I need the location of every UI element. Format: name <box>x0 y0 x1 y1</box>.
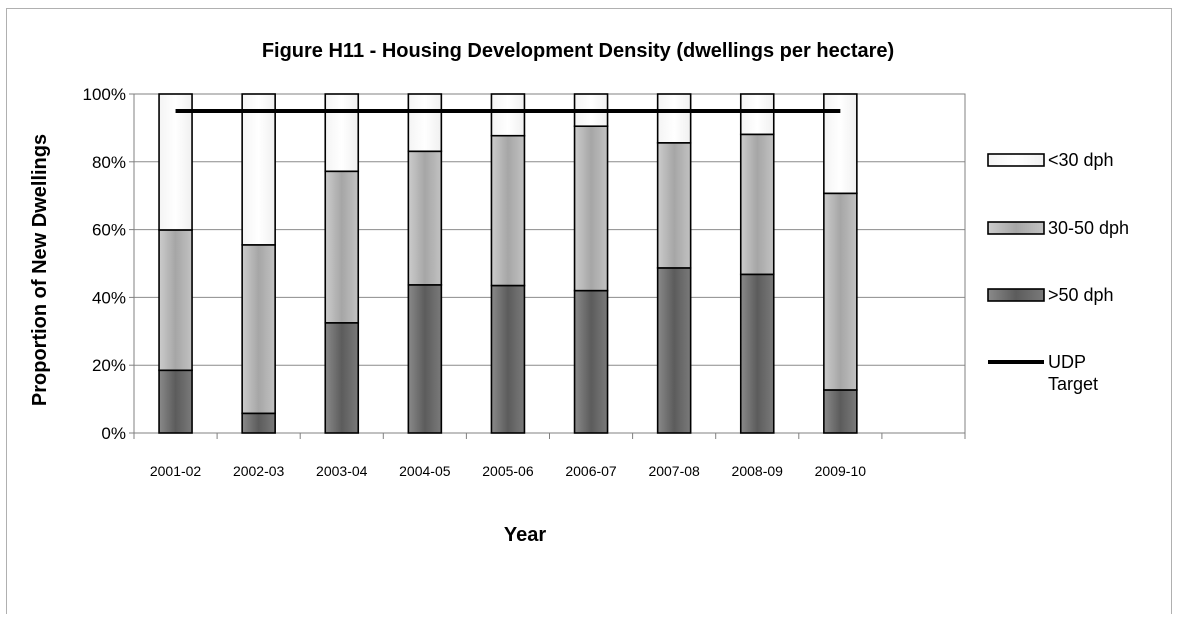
x-axis-label: Year <box>504 524 546 546</box>
bar-segment <box>324 322 360 434</box>
x-tick-label: 2008-09 <box>732 463 784 479</box>
legend-label: <30 dph <box>1048 150 1114 170</box>
bar-segment <box>823 93 858 195</box>
bar-segment <box>407 150 443 286</box>
bar-segment <box>739 273 775 434</box>
chart-title: Figure H11 - Housing Development Density… <box>262 40 894 62</box>
bar-segment <box>490 93 526 137</box>
axes: 0% 20% 40% 60% 80% 100% 2001-02 2002-03 2003-04 2… <box>83 85 966 479</box>
bar-segment <box>241 412 276 434</box>
bar-segment <box>573 125 609 292</box>
legend-item: <30 dph <box>987 150 1114 170</box>
bar-segment <box>656 142 692 269</box>
bar-segment <box>656 93 692 144</box>
y-axis-label: Proportion of New Dwellings <box>29 134 51 406</box>
bar-segment <box>739 133 775 276</box>
bar-segment <box>490 284 526 434</box>
y-tick-label: 40% <box>92 288 126 307</box>
legend-swatch <box>987 288 1045 302</box>
legend-item: 30-50 dph <box>987 218 1129 238</box>
x-tick-label: 2006-07 <box>565 463 617 479</box>
legend-swatch <box>987 221 1045 235</box>
x-tick-label: 2007-08 <box>648 463 700 479</box>
legend-label: UDP <box>1048 352 1086 372</box>
y-tick-label: 60% <box>92 221 126 240</box>
bar-segment <box>241 93 276 246</box>
bars <box>158 93 858 434</box>
legend-label: Target <box>1048 374 1098 394</box>
chart-frame <box>6 8 1172 614</box>
legend-label: >50 dph <box>1048 285 1114 305</box>
bar-segment <box>573 289 609 434</box>
x-tick-label: 2004-05 <box>399 463 451 479</box>
bar-segment <box>823 389 858 434</box>
legend-item: >50 dph <box>987 285 1114 305</box>
bar-segment <box>158 369 193 434</box>
bar-segment <box>490 134 526 287</box>
bar-segment <box>656 267 692 434</box>
x-tick-label: 2002-03 <box>233 463 285 479</box>
x-tick-label: 2005-06 <box>482 463 534 479</box>
x-tick-label: 2001-02 <box>150 463 202 479</box>
bar-segment <box>324 93 360 173</box>
bar-segment <box>241 244 276 415</box>
legend-label: 30-50 dph <box>1048 218 1129 238</box>
y-tick-label: 0% <box>101 424 126 443</box>
bar-segment <box>823 192 858 391</box>
bar-segment <box>158 229 193 372</box>
bar-segment <box>324 170 360 324</box>
legend-swatch <box>987 153 1045 167</box>
bar-segment <box>407 93 443 153</box>
y-tick-label: 80% <box>92 153 126 172</box>
bar-segment <box>158 93 193 231</box>
bar-segment <box>407 284 443 434</box>
y-tick-label: 100% <box>83 85 126 104</box>
bar-segment <box>739 93 775 136</box>
y-tick-label: 20% <box>92 356 126 375</box>
x-tick-label: 2009-10 <box>815 463 867 479</box>
x-tick-label: 2003-04 <box>316 463 368 479</box>
